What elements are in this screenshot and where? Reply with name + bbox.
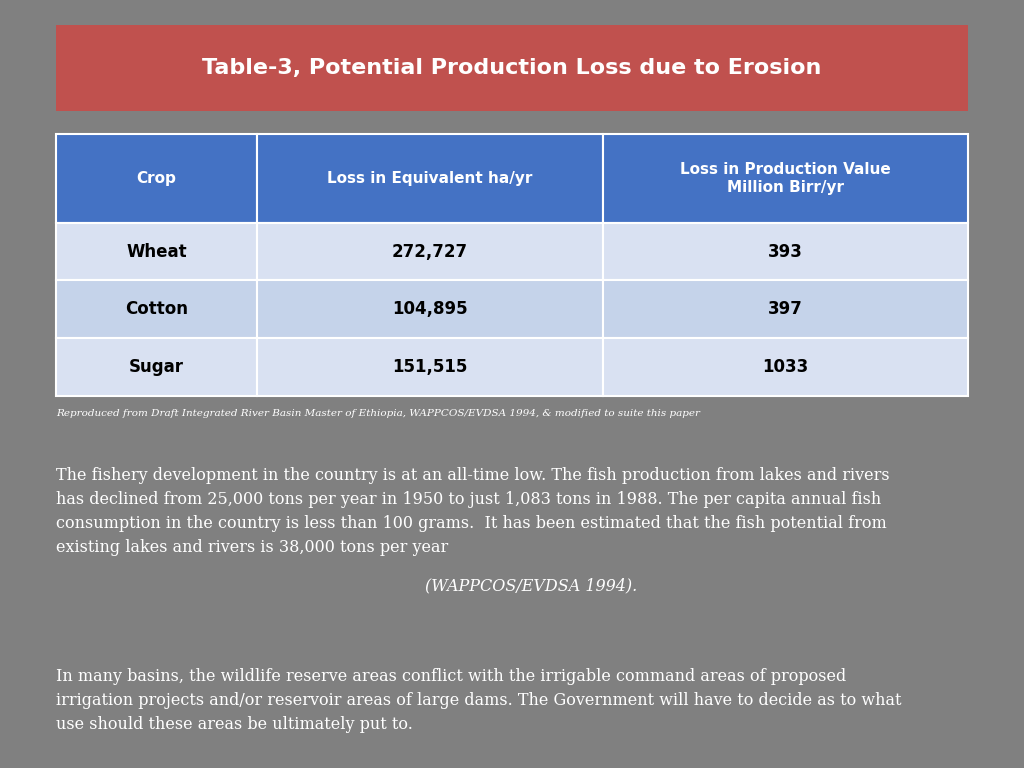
Text: The fishery development in the country is at an all-time low. The fish productio: The fishery development in the country i… [56, 467, 890, 556]
FancyBboxPatch shape [56, 280, 257, 338]
FancyBboxPatch shape [603, 280, 968, 338]
FancyBboxPatch shape [257, 134, 603, 223]
FancyBboxPatch shape [56, 223, 257, 280]
Text: 1033: 1033 [762, 358, 809, 376]
Text: Wheat: Wheat [126, 243, 187, 260]
Text: 151,515: 151,515 [392, 358, 468, 376]
Text: Crop: Crop [136, 171, 176, 186]
FancyBboxPatch shape [56, 25, 968, 111]
Text: Sugar: Sugar [129, 358, 184, 376]
FancyBboxPatch shape [603, 338, 968, 396]
FancyBboxPatch shape [56, 134, 257, 223]
Text: Reproduced from Draft Integrated River Basin Master of Ethiopia, WAPPCOS/EVDSA 1: Reproduced from Draft Integrated River B… [56, 409, 700, 419]
Text: 272,727: 272,727 [392, 243, 468, 260]
FancyBboxPatch shape [603, 223, 968, 280]
FancyBboxPatch shape [257, 338, 603, 396]
Text: 393: 393 [768, 243, 803, 260]
Text: Cotton: Cotton [125, 300, 188, 318]
FancyBboxPatch shape [603, 134, 968, 223]
Text: Loss in Equivalent ha/yr: Loss in Equivalent ha/yr [328, 171, 532, 186]
Text: Table-3, Potential Production Loss due to Erosion: Table-3, Potential Production Loss due t… [203, 58, 821, 78]
Text: 104,895: 104,895 [392, 300, 468, 318]
Text: (WAPPCOS/EVDSA 1994).: (WAPPCOS/EVDSA 1994). [425, 578, 637, 594]
FancyBboxPatch shape [257, 280, 603, 338]
Text: Loss in Production Value
Million Birr/yr: Loss in Production Value Million Birr/yr [680, 162, 891, 195]
Text: 397: 397 [768, 300, 803, 318]
FancyBboxPatch shape [56, 338, 257, 396]
FancyBboxPatch shape [257, 223, 603, 280]
Text: In many basins, the wildlife reserve areas conflict with the irrigable command a: In many basins, the wildlife reserve are… [56, 668, 902, 733]
